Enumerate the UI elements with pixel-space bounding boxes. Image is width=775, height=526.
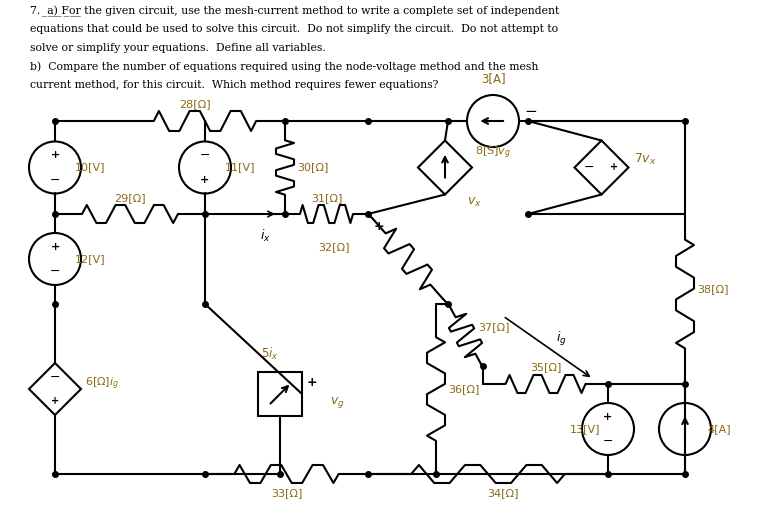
- Text: +: +: [374, 220, 384, 233]
- Text: 7.  ̲a̲)̲ ̲F̲o̲r̲ the given circuit, use the mesh-current method to write a comp: 7. ̲a̲)̲ ̲F̲o̲r̲ the given circuit, use …: [30, 6, 560, 17]
- Text: −: −: [584, 161, 594, 174]
- Text: −: −: [50, 371, 60, 384]
- Text: 11[V]: 11[V]: [225, 163, 256, 173]
- Text: +: +: [604, 411, 612, 421]
- Text: 7$v_x$: 7$v_x$: [633, 152, 656, 167]
- Text: 28[Ω]: 28[Ω]: [179, 99, 211, 109]
- Text: −: −: [200, 148, 210, 161]
- Text: +: +: [201, 175, 209, 185]
- Text: b)  Compare the number of equations required using the node-voltage method and t: b) Compare the number of equations requi…: [30, 62, 539, 72]
- Text: $5i_x$: $5i_x$: [261, 346, 279, 362]
- Text: 4[A]: 4[A]: [707, 424, 731, 434]
- Text: $i_x$: $i_x$: [260, 228, 270, 244]
- Text: 33[Ω]: 33[Ω]: [270, 488, 302, 498]
- Text: 32[Ω]: 32[Ω]: [319, 242, 350, 252]
- Text: 31[Ω]: 31[Ω]: [311, 193, 343, 203]
- Text: −: −: [50, 265, 60, 278]
- Text: solve or simplify your equations.  Define all variables.: solve or simplify your equations. Define…: [30, 43, 326, 53]
- Text: 35[Ω]: 35[Ω]: [530, 362, 561, 372]
- Text: $v_x$: $v_x$: [467, 196, 481, 209]
- Text: +: +: [610, 163, 618, 173]
- Text: 38[Ω]: 38[Ω]: [697, 284, 728, 294]
- Text: −: −: [603, 435, 613, 448]
- Text: 37[Ω]: 37[Ω]: [478, 322, 509, 332]
- Text: +: +: [51, 396, 59, 406]
- Text: −: −: [50, 174, 60, 187]
- Text: −: −: [524, 104, 537, 118]
- Text: 8[S]$v_g$: 8[S]$v_g$: [475, 144, 511, 161]
- Text: 10[V]: 10[V]: [75, 163, 105, 173]
- Text: +: +: [50, 241, 60, 251]
- Text: 3[A]: 3[A]: [480, 72, 505, 85]
- Text: 12[V]: 12[V]: [75, 254, 105, 264]
- Text: $i_g$: $i_g$: [556, 330, 567, 348]
- Text: 34[Ω]: 34[Ω]: [487, 488, 518, 498]
- Text: current method, for this circuit.  Which method requires fewer equations?: current method, for this circuit. Which …: [30, 80, 439, 90]
- Text: 30[Ω]: 30[Ω]: [297, 163, 329, 173]
- Text: 29[Ω]: 29[Ω]: [114, 193, 146, 203]
- Text: +: +: [307, 377, 318, 389]
- Text: 36[Ω]: 36[Ω]: [448, 384, 480, 394]
- Text: 13[V]: 13[V]: [570, 424, 600, 434]
- Text: $v_g$: $v_g$: [330, 394, 345, 410]
- Text: 6[Ω]$i_g$: 6[Ω]$i_g$: [85, 376, 119, 392]
- Text: equations that could be used to solve this circuit.  Do not simplify the circuit: equations that could be used to solve th…: [30, 25, 558, 35]
- Text: +: +: [50, 150, 60, 160]
